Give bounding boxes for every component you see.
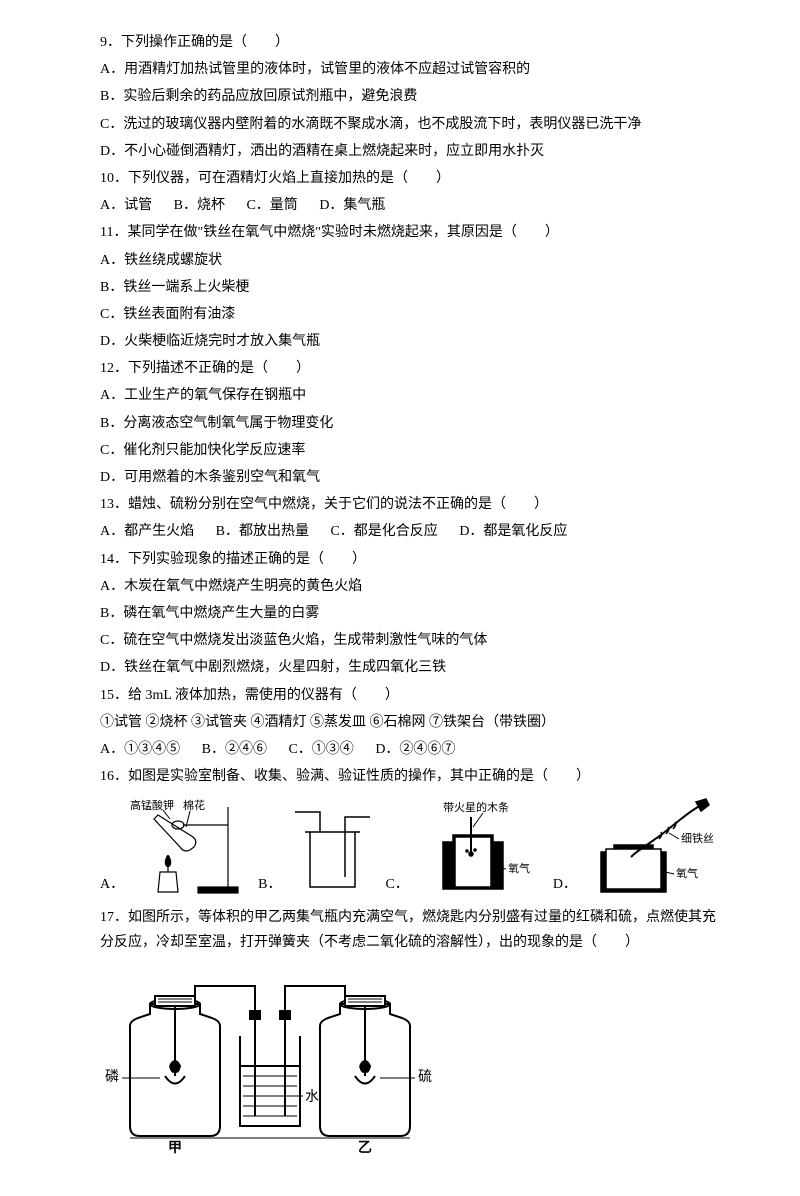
q13-option-d: D．都是氧化反应 bbox=[459, 524, 567, 539]
q16-label-c: C． bbox=[385, 872, 408, 897]
q15-options: A．①③④⑤ B．②④⑥ C．①③④ D．②④⑥⑦ bbox=[100, 737, 720, 762]
q9-option-b: B．实验后剩余的药品应放回原试剂瓶中，避免浪费 bbox=[100, 84, 720, 109]
q11-stem: 11．某同学在做"铁丝在氧气中燃烧"实验时未燃烧起来，其原因是（ ） bbox=[100, 220, 720, 245]
label-lin: 磷 bbox=[105, 1069, 119, 1085]
annot-mutiao: 带火星的木条 bbox=[443, 800, 509, 814]
apparatus-b-icon bbox=[285, 797, 375, 897]
q13-stem: 13．蜡烛、硫粉分别在空气中燃烧，关于它们的说法不正确的是（ ） bbox=[100, 492, 720, 517]
q14-option-c: C．硫在空气中燃烧发出淡蓝色火焰，生成带刺激性气味的气体 bbox=[100, 628, 720, 653]
q10-stem: 10．下列仪器，可在酒精灯火焰上直接加热的是（ ） bbox=[100, 166, 720, 191]
label-liu: 硫 bbox=[418, 1069, 432, 1085]
q12-option-c: C．催化剂只能加快化学反应速率 bbox=[100, 438, 720, 463]
q13-options: A．都产生火焰 B．都放出热量 C．都是化合反应 D．都是氧化反应 bbox=[100, 519, 720, 544]
label-yi: 乙 bbox=[358, 1140, 372, 1156]
q13-option-a: A．都产生火焰 bbox=[100, 524, 194, 539]
q10-options: A．试管 B．烧杯 C．量筒 D．集气瓶 bbox=[100, 193, 720, 218]
annot-tiesi: 细铁丝 bbox=[681, 832, 714, 845]
q17-figure: 磷 硫 水 甲 乙 bbox=[100, 966, 720, 1156]
q16-figures: A． 高锰酸钾 棉花 B． bbox=[100, 797, 720, 897]
q10-option-d: D．集气瓶 bbox=[319, 198, 385, 213]
q16-figure-d: D． 细铁丝 氧气 bbox=[553, 797, 721, 897]
q15-option-a: A．①③④⑤ bbox=[100, 742, 180, 757]
q9-option-d: D．不小心碰倒酒精灯，洒出的酒精在桌上燃烧起来时，应立即用水扑灭 bbox=[100, 139, 720, 164]
annot-yangqi-d: 氧气 bbox=[676, 866, 698, 880]
q17-stem: 17．如图所示，等体积的甲乙两集气瓶内充满空气，燃烧匙内分别盛有过量的红磷和硫，… bbox=[100, 905, 720, 955]
q16-stem: 16．如图是实验室制备、收集、验满、验证性质的操作，其中正确的是（ ） bbox=[100, 764, 720, 789]
q15-option-c: C．①③④ bbox=[288, 742, 353, 757]
q13-option-b: B．都放出热量 bbox=[216, 524, 309, 539]
q10-option-c: C．量筒 bbox=[246, 198, 297, 213]
q16-figure-b: B． bbox=[258, 797, 375, 897]
q16-label-d: D． bbox=[553, 872, 577, 897]
q12-option-b: B．分离液态空气制氧气属于物理变化 bbox=[100, 411, 720, 436]
q9-stem: 9．下列操作正确的是（ ） bbox=[100, 30, 720, 55]
q15-stem: 15．给 3mL 液体加热，需使用的仪器有（ ） bbox=[100, 683, 720, 708]
apparatus-c-icon: 带火星的木条 氧气 bbox=[413, 797, 543, 897]
q9-option-a: A．用酒精灯加热试管里的液体时，试管里的液体不应超过试管容积的 bbox=[100, 57, 720, 82]
q11-option-d: D．火柴梗临近烧完时才放入集气瓶 bbox=[100, 329, 720, 354]
apparatus-q17-icon: 磷 硫 水 甲 乙 bbox=[100, 966, 440, 1156]
label-shui: 水 bbox=[305, 1089, 319, 1105]
q14-option-b: B．磷在氧气中燃烧产生大量的白雾 bbox=[100, 601, 720, 626]
q15-items: ①试管 ②烧杯 ③试管夹 ④酒精灯 ⑤蒸发皿 ⑥石棉网 ⑦铁架台（带铁圈） bbox=[100, 710, 720, 735]
q16-figure-a: A． 高锰酸钾 棉花 bbox=[100, 797, 248, 897]
q12-option-d: D．可用燃着的木条鉴别空气和氧气 bbox=[100, 465, 720, 490]
q10-option-b: B．烧杯 bbox=[174, 198, 225, 213]
q14-option-d: D．铁丝在氧气中剧烈燃烧，火星四射，生成四氧化三铁 bbox=[100, 655, 720, 680]
q16-label-b: B． bbox=[258, 872, 281, 897]
apparatus-a-icon: 高锰酸钾 棉花 bbox=[128, 797, 248, 897]
q16-label-a: A． bbox=[100, 872, 124, 897]
q12-stem: 12．下列描述不正确的是（ ） bbox=[100, 356, 720, 381]
q10-option-a: A．试管 bbox=[100, 198, 152, 213]
q16-figure-c: C． 带火星的木条 氧气 bbox=[385, 797, 542, 897]
annot-yangqi-c: 氧气 bbox=[508, 861, 530, 875]
label-jia: 甲 bbox=[168, 1140, 182, 1156]
annot-gaomengsuanjia: 高锰酸钾 bbox=[130, 798, 174, 812]
q14-stem: 14．下列实验现象的描述正确的是（ ） bbox=[100, 547, 720, 572]
q15-option-b: B．②④⑥ bbox=[202, 742, 267, 757]
q9-option-c: C．洗过的玻璃仪器内壁附着的水滴既不聚成水滴，也不成股流下时，表明仪器已洗干净 bbox=[100, 112, 720, 137]
annot-mianhua: 棉花 bbox=[183, 798, 205, 812]
apparatus-d-icon: 细铁丝 氧气 bbox=[581, 797, 721, 897]
q12-option-a: A．工业生产的氧气保存在钢瓶中 bbox=[100, 383, 720, 408]
q11-option-c: C．铁丝表面附有油漆 bbox=[100, 302, 720, 327]
q13-option-c: C．都是化合反应 bbox=[330, 524, 437, 539]
q14-option-a: A．木炭在氧气中燃烧产生明亮的黄色火焰 bbox=[100, 574, 720, 599]
q15-option-d: D．②④⑥⑦ bbox=[375, 742, 455, 757]
q11-option-a: A．铁丝绕成螺旋状 bbox=[100, 248, 720, 273]
q11-option-b: B．铁丝一端系上火柴梗 bbox=[100, 275, 720, 300]
